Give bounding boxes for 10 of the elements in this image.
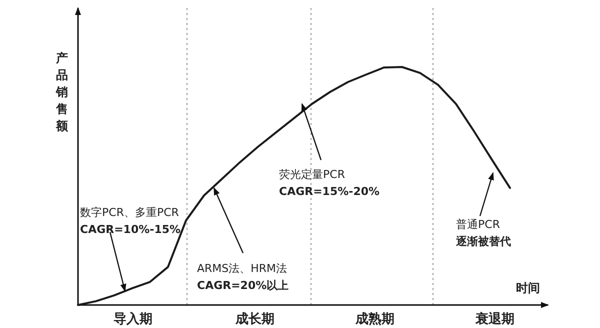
annotation: ARMS法、HRM法 CAGR=20%以上	[197, 262, 289, 292]
text: 成熟期	[354, 311, 394, 327]
text: 导入期	[114, 311, 152, 327]
y-axis-title: 产品销售额	[55, 51, 69, 133]
x-axis-title: 时间	[516, 281, 540, 295]
text: 成长期	[234, 312, 274, 327]
annotation: 荧光定量PCR CAGR=15%-20%	[279, 168, 380, 198]
text: 衰退期	[474, 311, 514, 327]
annotation: 数字PCR、多重PCR CAGR=10%-15%	[80, 206, 181, 236]
annotation: 普通PCR 逐渐被替代	[455, 218, 511, 248]
